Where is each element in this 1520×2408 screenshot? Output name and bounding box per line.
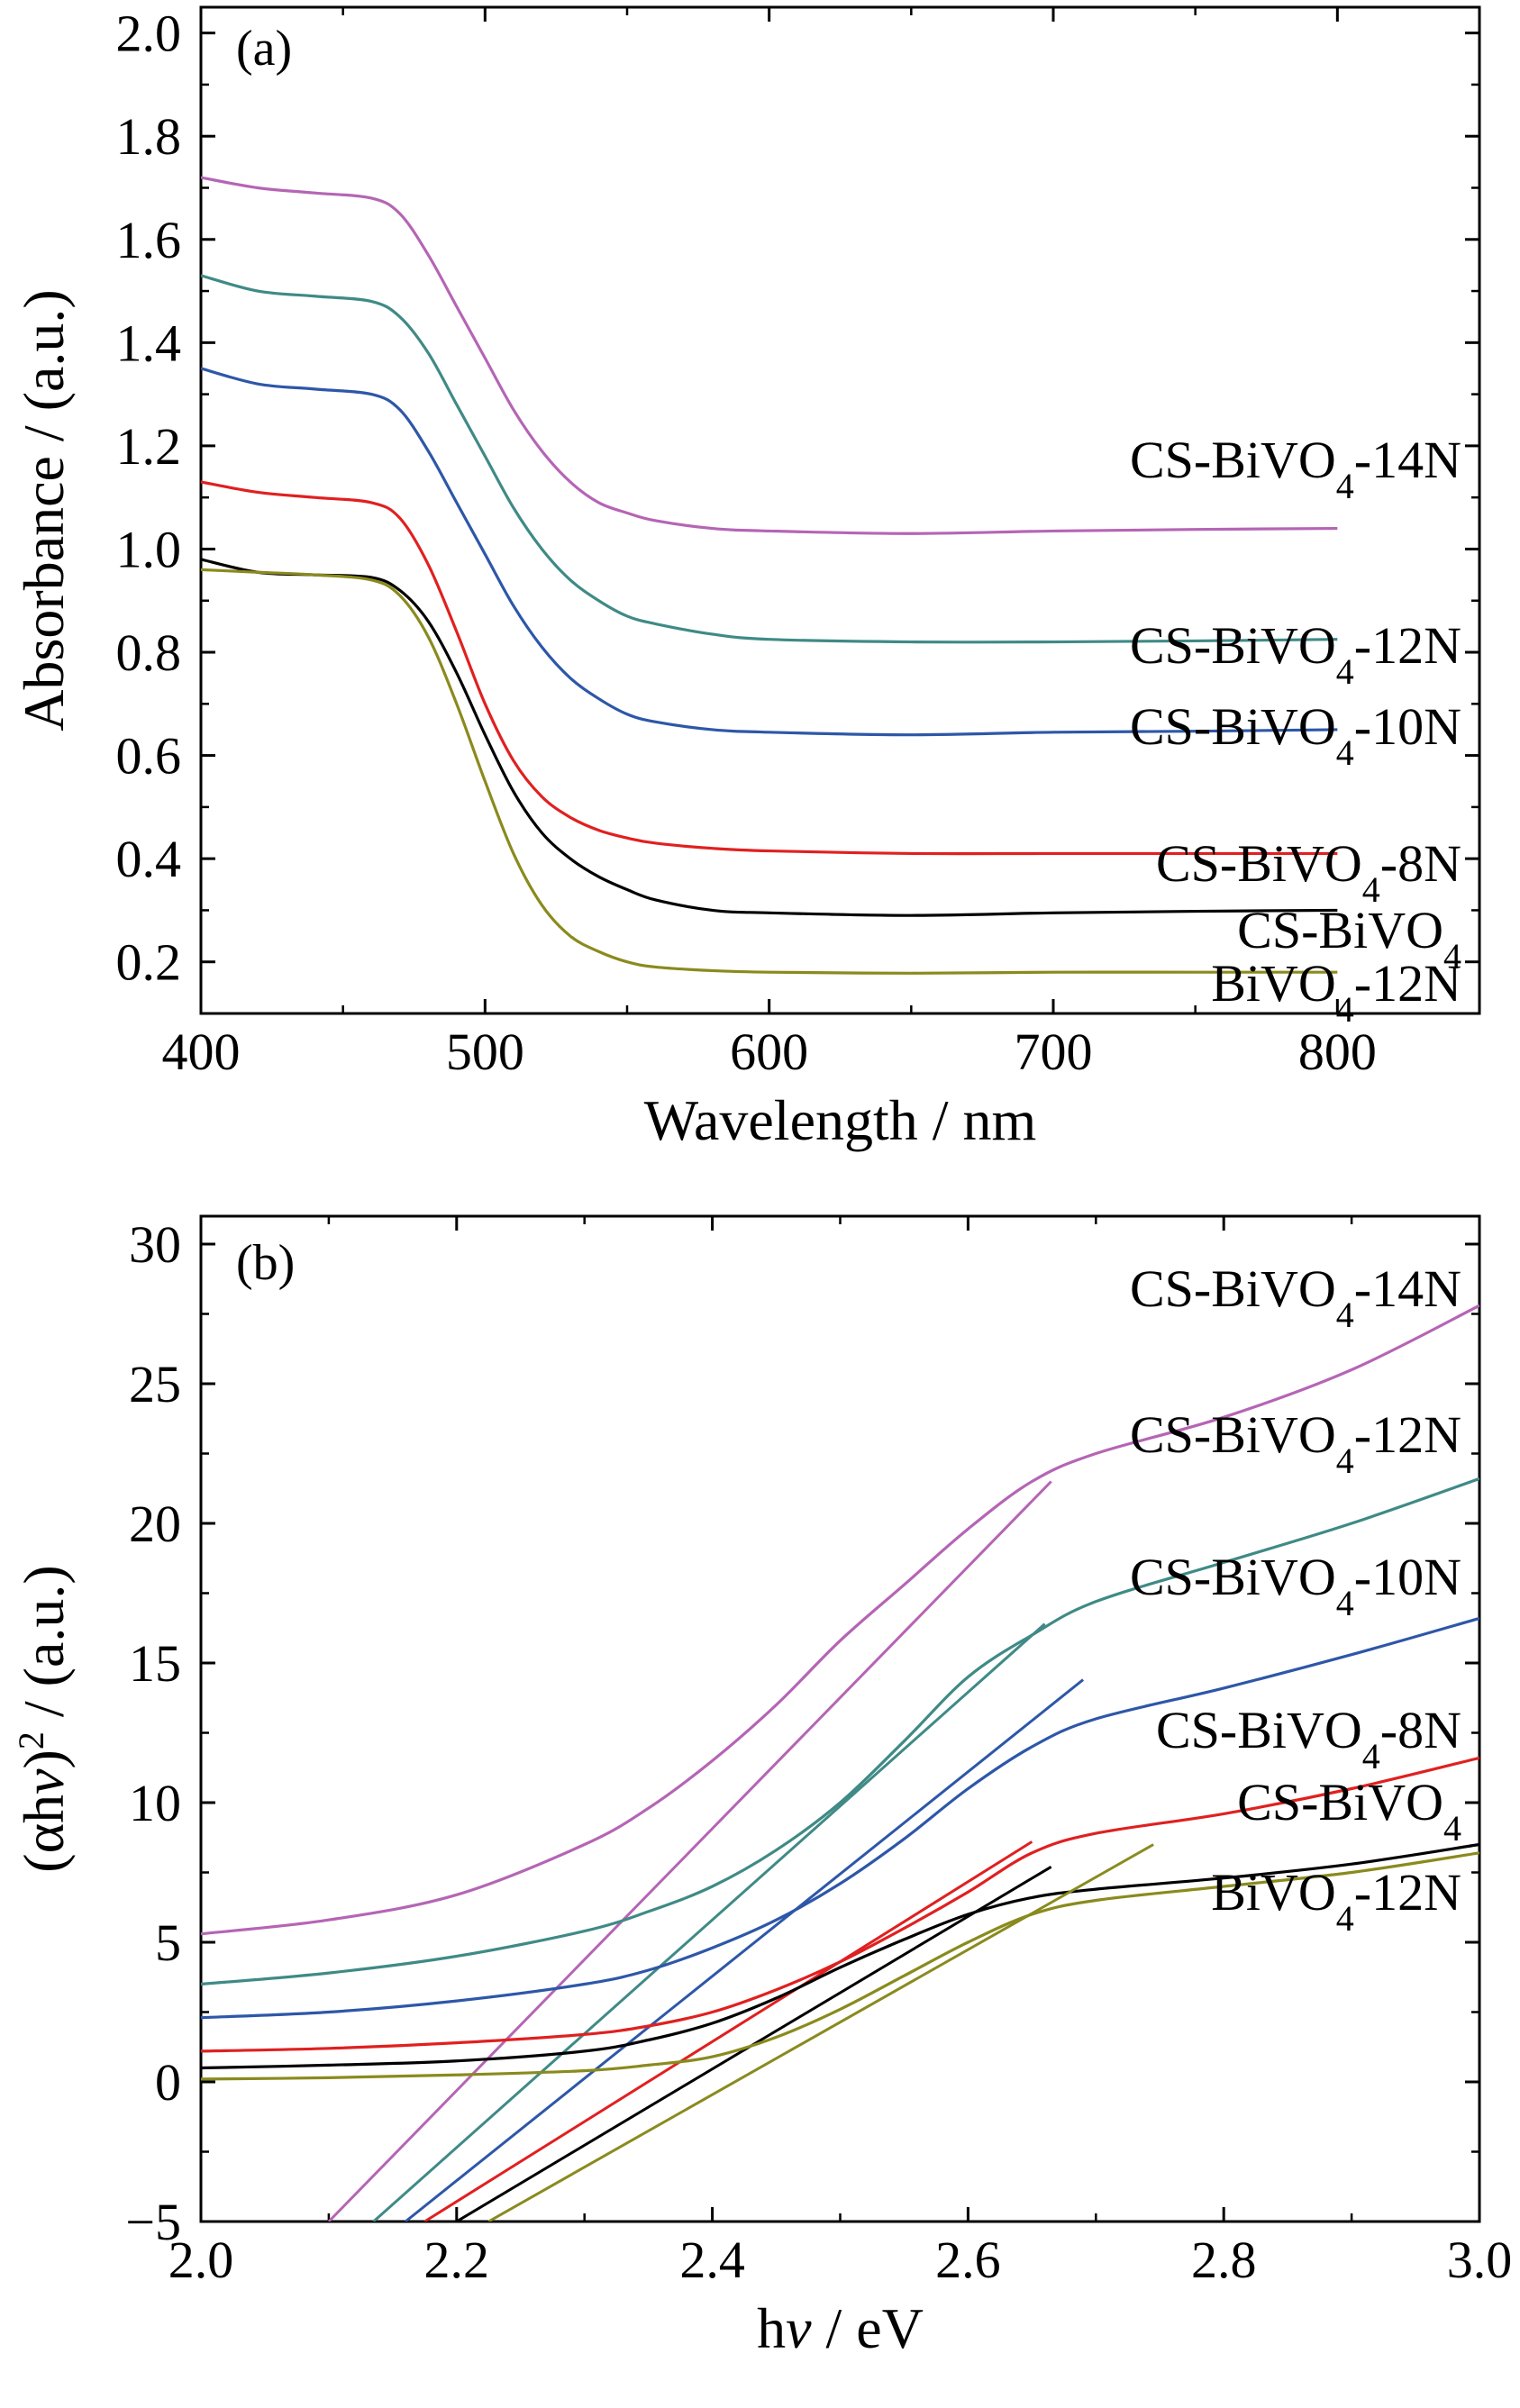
y-tick-label: 5 xyxy=(155,1913,181,1972)
series-label-2: CS-BiVO4-10N xyxy=(1130,697,1461,773)
series-group xyxy=(201,1304,1479,2222)
tangent-line-0 xyxy=(327,1480,1052,2222)
x-tick-label: 2.4 xyxy=(679,2231,745,2289)
series-label-2: CS-BiVO4-10N xyxy=(1130,1548,1461,1623)
series-line-1 xyxy=(201,1477,1479,1986)
tangent-line-2 xyxy=(405,1678,1085,2222)
series-label-5: BiVO4-12N xyxy=(1211,1863,1461,1939)
series-label-4: CS-BiVO4 xyxy=(1237,901,1461,977)
y-tick-label: 30 xyxy=(129,1215,181,1274)
y-tick-label: 0.2 xyxy=(116,933,182,992)
y-tick-label: 0.6 xyxy=(116,727,182,786)
tangent-line-1 xyxy=(372,1622,1046,2222)
plot-frame xyxy=(199,5,1481,1015)
series-label-0: CS-BiVO4-14N xyxy=(1130,1259,1461,1335)
series-line-4 xyxy=(201,1842,1479,2070)
panel-a-absorbance-chart: 400 500 600 700 800 0.2 0.4 0.6 0.8 1.0 1.2 1.4 1.6 1… xyxy=(12,5,1481,1152)
series-label-3: CS-BiVO4-8N xyxy=(1156,1701,1461,1776)
series-label-5: BiVO4-12N xyxy=(1211,954,1461,1030)
x-tick-label: 400 xyxy=(162,1022,241,1081)
series-line-2 xyxy=(201,367,1338,737)
tangent-line-3 xyxy=(423,1840,1033,2222)
panel-label: (b) xyxy=(236,1235,295,1291)
series-label-3: CS-BiVO4-8N xyxy=(1156,834,1461,910)
x-tick-label: 600 xyxy=(730,1022,808,1081)
series-label-0: CS-BiVO4-14N xyxy=(1130,431,1461,506)
series-line-4 xyxy=(201,558,1338,917)
panel-b-tauc-chart: 2.0 2.2 2.4 2.6 2.8 3.0 −5 0 5 10 15 20 25 30 hv / eV (… xyxy=(11,1214,1513,2360)
y-tick-label: 25 xyxy=(129,1355,181,1413)
y-tick-label: 0.4 xyxy=(116,830,182,888)
y-tick-label: 1.0 xyxy=(116,520,182,578)
x-axis-title: hv / eV xyxy=(757,2296,924,2360)
series-label-1: CS-BiVO4-12N xyxy=(1130,1405,1461,1481)
y-tick-label: 1.2 xyxy=(116,417,182,476)
x-axis-title: Wavelength / nm xyxy=(644,1088,1037,1152)
y-tick-label: 1.4 xyxy=(116,313,182,372)
y-tick-label: 0.8 xyxy=(116,623,182,682)
x-tick-label: 2.2 xyxy=(424,2231,490,2289)
series-label-1: CS-BiVO4-12N xyxy=(1130,616,1461,692)
y-tick-label: 20 xyxy=(129,1495,181,1553)
series-line-0 xyxy=(201,176,1338,535)
y-tick-label: 0 xyxy=(155,2053,181,2112)
series-line-1 xyxy=(201,274,1338,644)
series-group xyxy=(201,176,1338,975)
x-tick-label: 800 xyxy=(1298,1022,1377,1081)
x-tick-label: 2.6 xyxy=(935,2231,1001,2289)
series-line-5 xyxy=(201,1851,1479,2081)
y-tick-label: 1.6 xyxy=(116,211,182,269)
panel-label: (a) xyxy=(236,21,292,77)
y-tick-label: 10 xyxy=(129,1774,181,1832)
series-label-4: CS-BiVO4 xyxy=(1237,1773,1461,1849)
y-tick-label: 2.0 xyxy=(116,5,182,63)
x-tick-label: 2.8 xyxy=(1191,2231,1257,2289)
y-tick-label: 15 xyxy=(129,1634,181,1693)
y-axis-title: (αhv)2 / (a.u.) xyxy=(11,1565,77,1872)
y-axis-title: Absorbance / (a.u.) xyxy=(12,289,76,731)
y-tick-label: 1.8 xyxy=(116,107,182,166)
series-line-0 xyxy=(201,1304,1479,1936)
series-line-5 xyxy=(201,568,1338,975)
x-tick-label: 700 xyxy=(1015,1022,1093,1081)
series-line-3 xyxy=(201,480,1338,856)
x-tick-label: 500 xyxy=(446,1022,524,1081)
y-tick-label: −5 xyxy=(125,2193,181,2251)
x-tick-label: 2.0 xyxy=(168,2231,234,2289)
series-line-2 xyxy=(201,1616,1479,2020)
tangent-line-5 xyxy=(487,1843,1154,2222)
x-tick-label: 3.0 xyxy=(1447,2231,1513,2289)
